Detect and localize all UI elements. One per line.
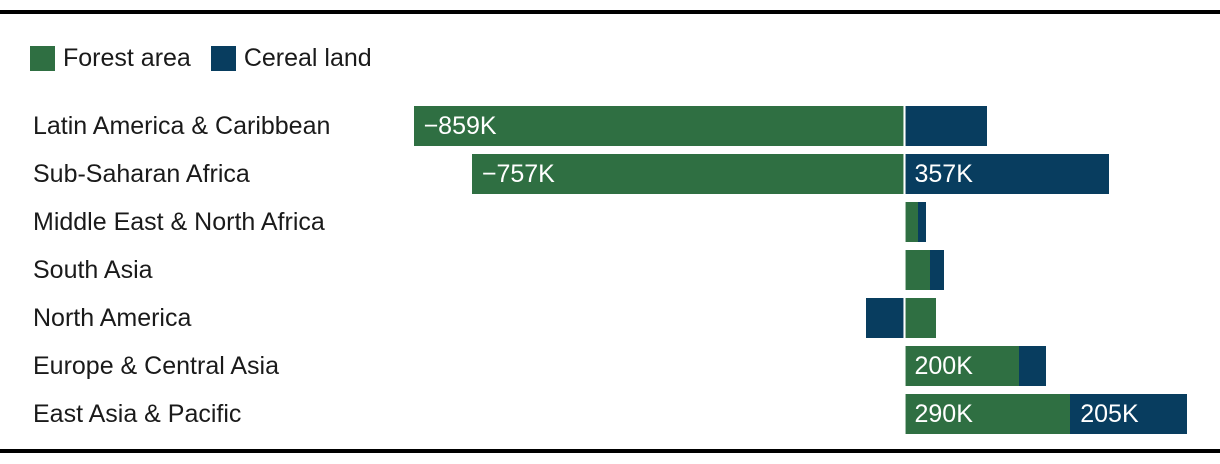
cereal-bar xyxy=(904,106,988,146)
forest-legend-swatch xyxy=(30,46,55,71)
legend-item-cereal: Cereal land xyxy=(210,44,372,73)
top-rule xyxy=(0,10,1220,14)
chart-row: Europe & Central Asia 200K xyxy=(0,346,1220,386)
legend: Forest area Cereal land xyxy=(30,44,372,73)
bar-value-label: 200K xyxy=(914,352,973,380)
cereal-bar xyxy=(1018,346,1047,386)
bar-value-label: 205K xyxy=(1080,400,1139,428)
forest-legend-label: Forest area xyxy=(63,44,191,72)
forest-bar: 290K xyxy=(904,394,1071,434)
cereal-bar: 205K xyxy=(1070,394,1188,434)
cereal-legend-label: Cereal land xyxy=(243,44,372,72)
cereal-bar: 357K xyxy=(904,154,1109,194)
region-label: Europe & Central Asia xyxy=(33,352,279,380)
forest-bar xyxy=(904,202,918,242)
zero-axis-line xyxy=(902,106,907,434)
legend-item-forest: Forest area xyxy=(30,44,191,73)
forest-bar xyxy=(904,298,936,338)
cereal-legend-swatch xyxy=(210,46,236,71)
region-label: Latin America & Caribbean xyxy=(33,112,331,140)
region-label: South Asia xyxy=(33,256,153,284)
bar-value-label: −859K xyxy=(423,112,497,140)
chart-row: Sub-Saharan Africa −757K 357K xyxy=(0,154,1220,194)
forest-bar: −859K xyxy=(413,106,905,146)
chart-row: East Asia & Pacific 290K 205K xyxy=(0,394,1220,434)
forest-bar: −757K xyxy=(471,154,905,194)
region-label: Sub-Saharan Africa xyxy=(33,160,250,188)
forest-bar xyxy=(904,250,931,290)
region-label: Middle East & North Africa xyxy=(33,208,325,236)
region-label: East Asia & Pacific xyxy=(33,400,242,428)
bar-value-label: 290K xyxy=(914,400,973,428)
bar-value-label: −757K xyxy=(481,160,555,188)
cereal-bar xyxy=(930,250,944,290)
region-label: North America xyxy=(33,304,192,332)
chart-row: Middle East & North Africa xyxy=(0,202,1220,242)
bar-value-label: 357K xyxy=(914,160,973,188)
cereal-bar xyxy=(866,298,905,338)
chart-row: South Asia xyxy=(0,250,1220,290)
chart-row: North America xyxy=(0,298,1220,338)
bottom-rule xyxy=(0,449,1220,453)
cereal-bar xyxy=(917,202,926,242)
forest-bar: 200K xyxy=(904,346,1019,386)
chart-row: Latin America & Caribbean −859K xyxy=(0,106,1220,146)
